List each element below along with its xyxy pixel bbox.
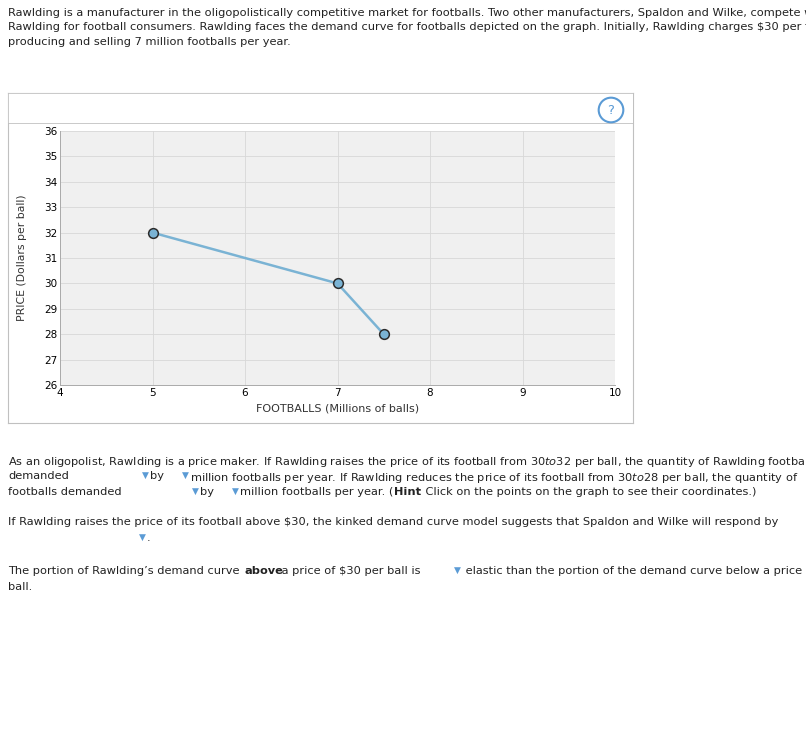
Text: ball.: ball. xyxy=(8,582,32,592)
Text: .: . xyxy=(147,533,151,543)
Text: As an oligopolist, Rawlding is a price maker. If Rawlding raises the price of it: As an oligopolist, Rawlding is a price m… xyxy=(8,455,806,469)
Text: The portion of Rawlding’s demand curve: The portion of Rawlding’s demand curve xyxy=(8,566,243,576)
Text: a price of $30 per ball is: a price of $30 per ball is xyxy=(278,566,424,576)
Text: demanded: demanded xyxy=(8,471,69,481)
Text: ▼: ▼ xyxy=(454,566,461,575)
Text: ▼: ▼ xyxy=(139,533,146,542)
Text: million footballs per year. (: million footballs per year. ( xyxy=(240,487,393,497)
Text: Rawlding is a manufacturer in the oligopolistically competitive market for footb: Rawlding is a manufacturer in the oligop… xyxy=(8,8,806,47)
Text: ▼: ▼ xyxy=(192,487,199,496)
Text: ▼: ▼ xyxy=(232,487,239,496)
Text: PRICE (Dollars per ball): PRICE (Dollars per ball) xyxy=(17,194,27,321)
Text: ▼: ▼ xyxy=(182,471,189,480)
Text: by: by xyxy=(150,471,164,481)
Text: above: above xyxy=(244,566,283,576)
Text: ▼: ▼ xyxy=(142,471,149,480)
Text: elastic than the portion of the demand curve below a price of $30 per: elastic than the portion of the demand c… xyxy=(462,566,806,576)
Text: by: by xyxy=(200,487,214,497)
X-axis label: FOOTBALLS (Millions of balls): FOOTBALLS (Millions of balls) xyxy=(256,403,419,413)
Text: Hint: Hint xyxy=(394,487,421,497)
Text: : Click on the points on the graph to see their coordinates.): : Click on the points on the graph to se… xyxy=(418,487,756,497)
Text: If Rawlding raises the price of its football above $30, the kinked demand curve : If Rawlding raises the price of its foot… xyxy=(8,517,779,527)
Text: million footballs per year. If Rawlding reduces the price of its football from $: million footballs per year. If Rawlding … xyxy=(190,471,798,485)
Text: footballs demanded: footballs demanded xyxy=(8,487,122,497)
Text: ?: ? xyxy=(608,104,614,116)
